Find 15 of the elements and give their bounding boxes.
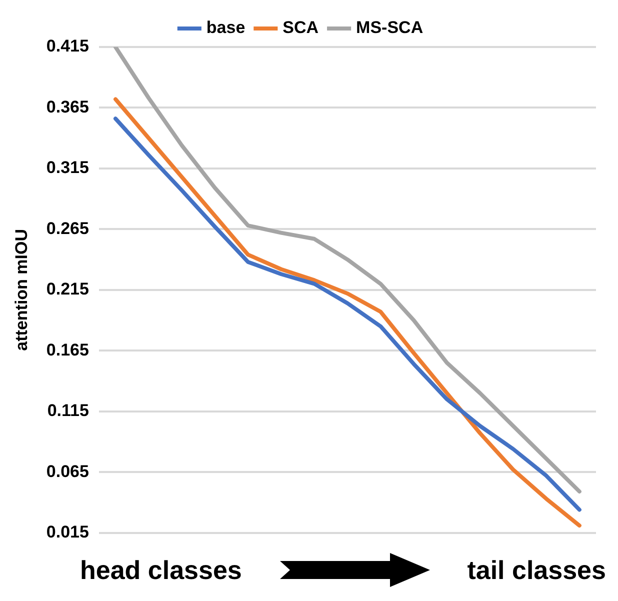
y-tick-label: 0.015 (46, 522, 89, 542)
y-tick-label: 0.265 (46, 218, 89, 238)
y-tick-label: 0.315 (46, 158, 89, 178)
y-tick-label: 0.415 (46, 36, 89, 56)
y-tick-label: 0.165 (46, 340, 89, 360)
y-axis-title: attention mIOU (12, 228, 31, 351)
text: head classes (80, 554, 242, 586)
y-tick-label: 0.215 (46, 280, 89, 299)
y-tick-label: 0.115 (47, 401, 89, 420)
y-tick-label: 0.065 (46, 462, 89, 481)
legend-label: MS-SCA (356, 18, 424, 38)
y-tick-label: 0.365 (46, 97, 89, 116)
text: tail classes (467, 554, 606, 586)
legend-label: base (206, 18, 246, 38)
legend-label: SCA (282, 18, 319, 38)
